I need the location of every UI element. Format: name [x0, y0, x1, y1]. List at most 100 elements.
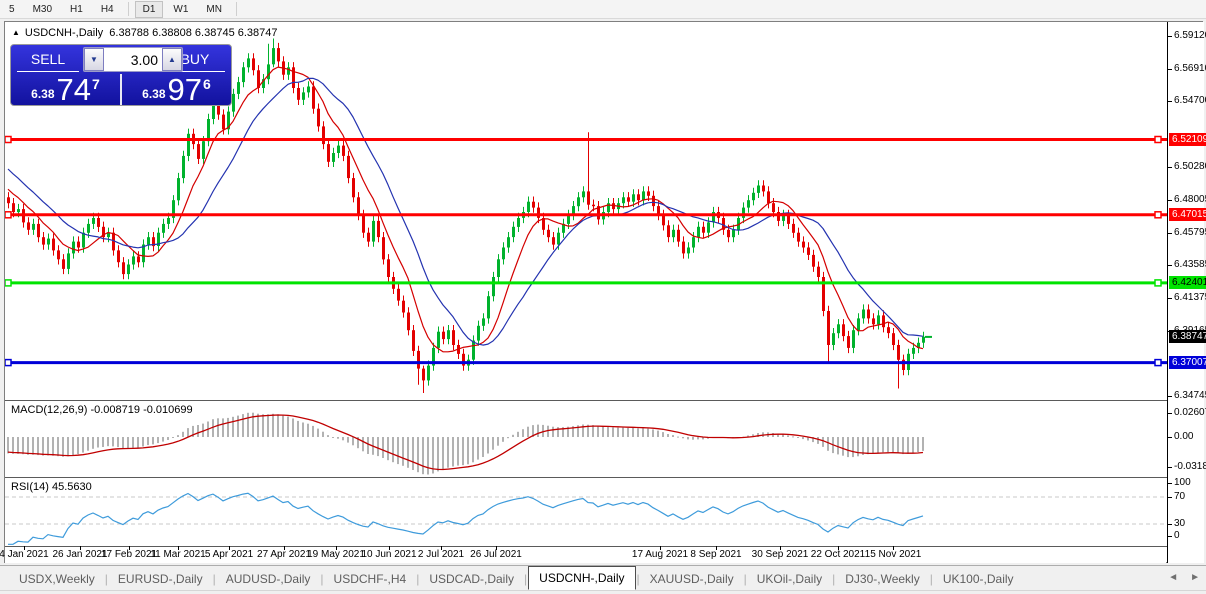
candle-body	[472, 340, 475, 360]
macd-histogram-bar	[22, 437, 24, 455]
pane-separator-rsi[interactable]	[5, 477, 1204, 478]
chart-tab-dj30[interactable]: DJ30-,Weekly	[845, 571, 920, 586]
candle-body	[692, 237, 695, 248]
hline-handle[interactable]	[1154, 358, 1162, 367]
macd-histogram-bar	[252, 412, 254, 437]
chart-tab-usdcnh[interactable]: USDCNH-,Daily	[528, 565, 636, 590]
macd-pane-canvas[interactable]	[5, 401, 1167, 477]
date-label: 26 Jan 2021	[52, 549, 108, 560]
date-label: 17 Aug 2021	[631, 549, 689, 560]
macd-histogram-bar	[162, 437, 164, 442]
macd-histogram-bar	[647, 428, 649, 437]
candle-body	[222, 114, 225, 130]
timeframe-button-m30[interactable]: M30	[32, 3, 53, 15]
candle-body	[642, 191, 645, 201]
timeframe-button-h1[interactable]: H1	[70, 3, 83, 15]
macd-histogram-bar	[367, 437, 369, 454]
candle-body	[917, 342, 920, 348]
macd-histogram-bar	[507, 437, 509, 439]
macd-histogram-bar	[587, 424, 589, 437]
candle-body	[397, 288, 400, 301]
macd-histogram-bar	[167, 437, 169, 440]
chart-tab-audusd[interactable]: AUDUSD-,Daily	[225, 571, 311, 586]
candle-body	[882, 315, 885, 328]
date-label: 8 Sep 2021	[690, 549, 742, 560]
macd-histogram-bar	[332, 437, 334, 438]
date-label: 27 Apr 2021	[257, 549, 311, 560]
candle-body	[352, 178, 355, 198]
hline-handle[interactable]	[5, 279, 12, 287]
hline-handle[interactable]	[5, 135, 12, 144]
candle-body	[277, 48, 280, 62]
volume-decrease-button[interactable]: ▼	[84, 48, 104, 71]
chart-tab-usdchf[interactable]: USDCHF-,H4	[333, 571, 407, 586]
hline-handle[interactable]	[5, 211, 12, 219]
chart-tab-uk100[interactable]: UK100-,Daily	[942, 571, 1014, 586]
price-chart-canvas[interactable]	[5, 22, 1167, 400]
candle-body	[807, 247, 810, 255]
price-axis[interactable]: 6.59120 6.56910 6.54700 6.50280 6.48005 6.457…	[1167, 22, 1206, 563]
macd-histogram-bar	[357, 437, 359, 449]
pane-separator-macd[interactable]	[5, 400, 1204, 401]
volume-input[interactable]	[104, 48, 162, 71]
pane-separator-dates	[5, 546, 1204, 547]
candle-body	[832, 333, 835, 345]
macd-histogram-bar	[887, 437, 889, 453]
chart-tab-eurusd[interactable]: EURUSD-,Daily	[117, 571, 203, 586]
date-axis[interactable]: 4 Jan 2021 26 Jan 2021 17 Feb 2021 11 Mar 2…	[0, 546, 1166, 563]
rsi-axis-label: 0	[1174, 530, 1180, 541]
tab-separator: |	[104, 571, 108, 586]
price-axis-label: 6.41375	[1174, 292, 1206, 304]
chart-tab-usdx[interactable]: USDX,Weekly	[19, 571, 95, 586]
tab-scroll-left-icon[interactable]: ◄	[1168, 572, 1179, 583]
macd-histogram-bar	[912, 437, 914, 454]
candle-body	[797, 232, 800, 242]
sell-price[interactable]: 6.38 74 7	[11, 74, 120, 105]
timeframe-button-w1[interactable]: W1	[173, 3, 189, 15]
tab-scroll-right-icon[interactable]: ►	[1190, 572, 1200, 583]
chart-tab-usdcad[interactable]: USDCAD-,Daily	[429, 571, 515, 586]
chart-tab-xauusd[interactable]: XAUUSD-,Daily	[649, 571, 734, 586]
timeframe-button-h4[interactable]: H4	[100, 3, 114, 15]
macd-histogram-bar	[882, 437, 884, 453]
sell-button[interactable]: SELL	[17, 48, 79, 72]
macd-histogram-bar	[122, 437, 124, 448]
timeframe-button-d1[interactable]: D1	[134, 0, 164, 18]
rsi-pane-canvas[interactable]	[5, 478, 1167, 546]
buy-button[interactable]: BUY	[165, 48, 225, 72]
hline-handle[interactable]	[1154, 211, 1162, 219]
hline-handle[interactable]	[5, 358, 12, 367]
buy-price[interactable]: 6.38 97 6	[122, 74, 231, 105]
macd-histogram-bar	[352, 437, 354, 446]
hline-handle[interactable]	[1154, 135, 1162, 144]
rsi-label: RSI(14) 45.5630	[11, 481, 92, 493]
status-strip	[0, 590, 1206, 594]
macd-histogram-bar	[642, 428, 644, 437]
macd-histogram-bar	[867, 437, 869, 455]
hline-handle[interactable]	[1154, 279, 1162, 287]
candle-body	[637, 194, 640, 201]
candle-body	[357, 197, 360, 215]
candle-body	[892, 333, 895, 345]
macd-histogram-bar	[137, 437, 139, 448]
volume-increase-button[interactable]: ▲	[162, 48, 182, 71]
chart-ohlc-values: 6.38788 6.38808 6.38745 6.38747	[109, 27, 278, 39]
macd-histogram-bar	[782, 434, 784, 437]
rsi-axis-label: 70	[1174, 491, 1186, 502]
macd-histogram-bar	[282, 415, 284, 437]
macd-histogram-bar	[327, 435, 329, 437]
timeframe-button-mn[interactable]: MN	[206, 3, 222, 15]
macd-histogram-bar	[432, 437, 434, 474]
candle-body	[387, 259, 390, 277]
macd-histogram-bar	[637, 428, 639, 437]
date-tick	[780, 546, 781, 550]
chart-tab-ukoil[interactable]: UKOil-,Daily	[756, 571, 823, 586]
timeframe-button-5[interactable]: 5	[9, 3, 15, 15]
axis-tick	[1168, 412, 1172, 414]
candle-body	[517, 218, 520, 227]
date-tick	[178, 546, 179, 550]
macd-histogram-bar	[607, 426, 609, 437]
candle-body	[197, 144, 200, 159]
macd-histogram-bar	[197, 425, 199, 437]
